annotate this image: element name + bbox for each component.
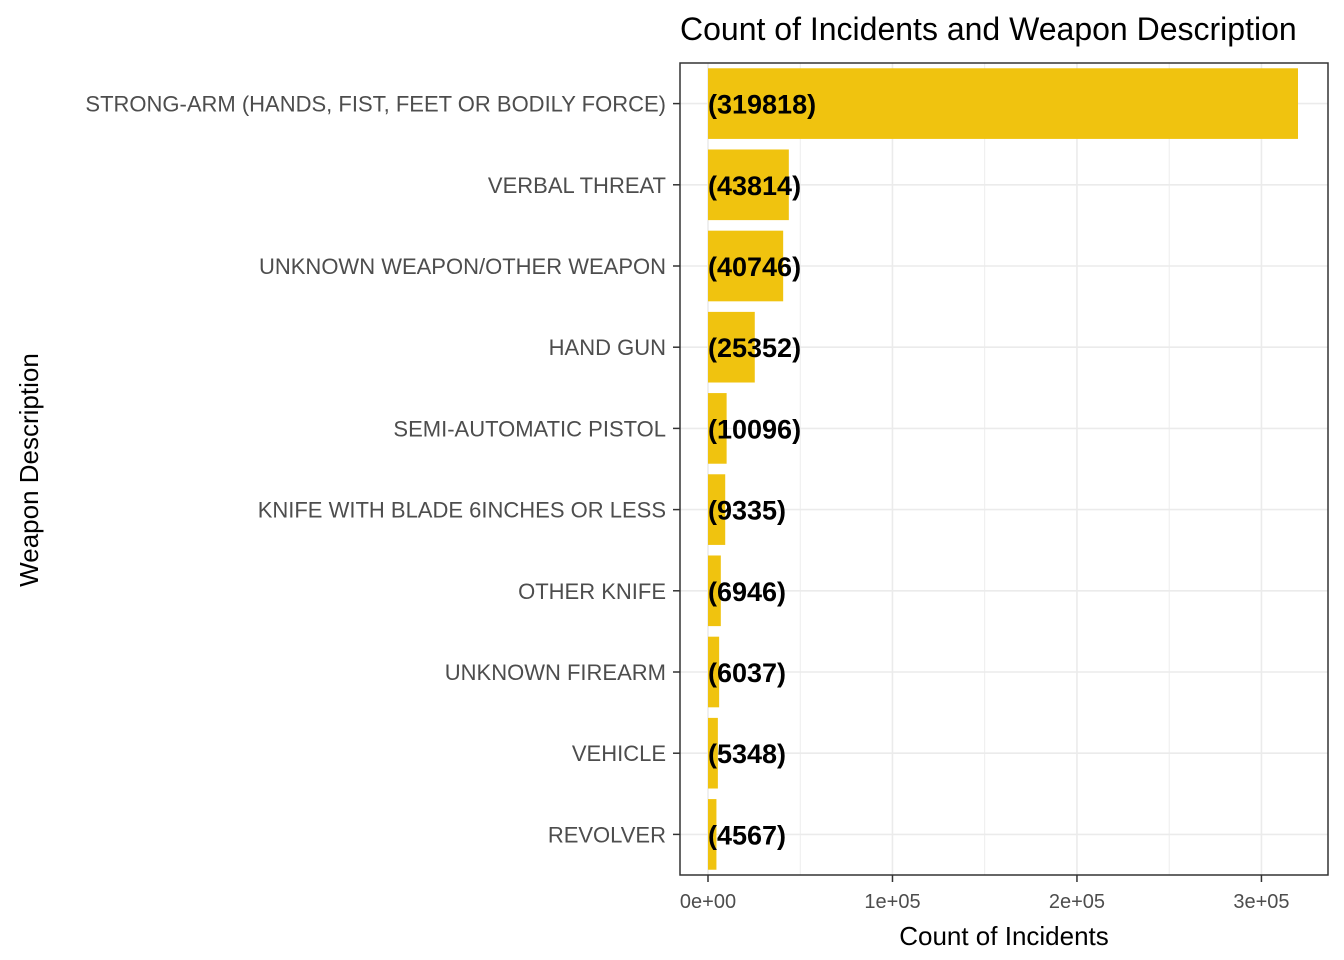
bar [708,555,721,627]
y-tick-label: HAND GUN [549,335,666,360]
x-tick-label: 3e+05 [1233,891,1289,913]
y-axis: STRONG-ARM (HANDS, FIST, FEET OR BODILY … [85,92,680,847]
bars [708,68,1298,870]
grid [680,63,1328,875]
data-label: (10096) [708,414,801,444]
bar [708,717,718,789]
y-tick-label: UNKNOWN FIREARM [445,660,666,685]
data-label: (319818) [708,90,816,120]
data-label: (5348) [708,739,786,769]
y-tick-label: SEMI-AUTOMATIC PISTOL [393,416,666,441]
bar [708,393,727,464]
y-tick-label: UNKNOWN WEAPON/OTHER WEAPON [259,254,666,279]
x-tick-label: 0e+00 [680,891,736,913]
bar [708,636,720,708]
data-label: (4567) [708,820,786,850]
y-tick-label: VERBAL THREAT [488,173,666,198]
data-label: (43814) [708,171,801,201]
x-tick-label: 2e+05 [1049,891,1105,913]
data-label: (9335) [708,496,786,526]
x-axis-title: Count of Incidents [899,921,1109,951]
x-tick-label: 1e+05 [864,891,920,913]
y-tick-label: REVOLVER [548,822,666,847]
bar [708,474,726,545]
data-labels: (319818) (43814) (40746) (25352) (10096) (933… [708,90,816,851]
y-tick-label: KNIFE WITH BLADE 6INCHES OR LESS [258,498,666,523]
chart-title: Count of Incidents and Weapon Descriptio… [680,11,1297,47]
bar [708,311,755,383]
bar [708,149,789,221]
bar [708,799,717,870]
bar [708,230,784,302]
y-tick-label: VEHICLE [572,741,666,766]
y-tick-label: OTHER KNIFE [518,579,666,604]
y-axis-title: Weapon Description [14,353,44,587]
bar [708,68,1298,139]
panel-border [679,62,1329,876]
data-label: (40746) [708,252,801,282]
data-label: (25352) [708,333,801,363]
x-axis: 0e+00 1e+05 2e+05 3e+05 [680,875,1290,913]
data-label: (6946) [708,577,786,607]
data-label: (6037) [708,658,786,688]
y-tick-label: STRONG-ARM (HANDS, FIST, FEET OR BODILY … [85,92,666,117]
